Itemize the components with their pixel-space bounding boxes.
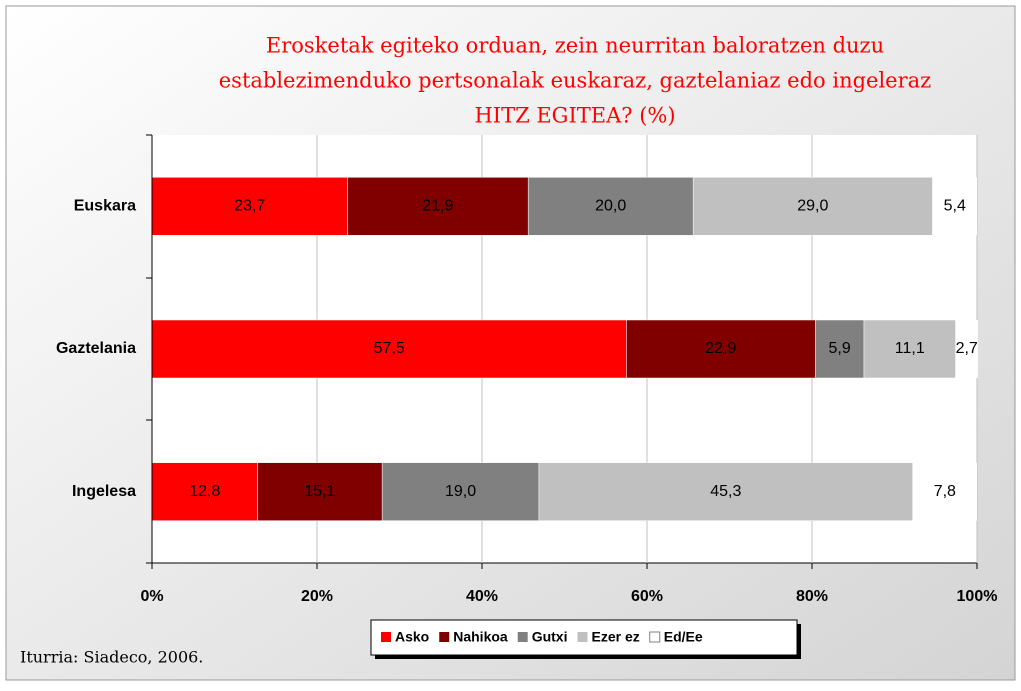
bar-segment — [347, 177, 529, 236]
x-tick-label: 100% — [957, 588, 998, 605]
x-tick-label: 60% — [631, 588, 663, 605]
bar-segment — [955, 320, 978, 378]
x-tick-label: 20% — [301, 588, 333, 605]
x-tick-label: 40% — [466, 588, 498, 605]
legend-label: Ed/Ee — [664, 629, 703, 645]
data-label: 15,1 — [304, 483, 335, 500]
bar-segment — [151, 177, 348, 236]
data-label: 20,0 — [595, 198, 626, 215]
bar-segment — [815, 319, 865, 379]
bar-segment — [538, 462, 913, 521]
y-tick-label: Gaztelania — [56, 340, 136, 357]
chart-title: Erosketak egiteko orduan, zein neurritan… — [266, 34, 884, 58]
y-tick-label: Ingelesa — [72, 483, 136, 500]
legend-swatch — [439, 632, 450, 642]
bar-segment — [381, 462, 540, 521]
bar-segment — [151, 319, 627, 379]
data-label: 5,4 — [944, 198, 966, 215]
legend-swatch — [517, 632, 528, 642]
bar-segment — [932, 177, 977, 236]
data-label: 2,7 — [956, 340, 978, 357]
data-label: 12,8 — [189, 483, 220, 500]
data-label: 5,9 — [829, 340, 851, 357]
legend-swatch — [577, 632, 588, 642]
data-label: 22,9 — [705, 340, 736, 357]
y-tick-label: Euskara — [74, 198, 136, 215]
bar-segment — [151, 462, 258, 521]
legend-swatch — [381, 632, 391, 642]
legend-label: Gutxi — [532, 629, 568, 645]
data-label: 45,3 — [710, 483, 741, 500]
legend-label: Asko — [395, 629, 429, 645]
source: Iturria: Siadeco, 2006. — [20, 648, 203, 667]
bar-segment — [257, 462, 383, 521]
data-label: 19,0 — [445, 483, 476, 500]
chart-title: HITZ EGITEA? (%) — [474, 104, 675, 128]
data-label: 29,0 — [797, 198, 828, 215]
legend-label: Ezer ez — [591, 629, 639, 645]
chart-title: establezimenduko pertsonalak euskaraz, g… — [219, 69, 932, 93]
x-tick-label: 0% — [140, 588, 163, 605]
bar-segment — [692, 177, 933, 236]
bar-segment — [912, 462, 977, 521]
data-label: 7,8 — [934, 483, 956, 500]
data-label: 11,1 — [895, 340, 925, 357]
data-label: 23,7 — [234, 198, 265, 215]
bar-segment — [863, 319, 956, 379]
x-tick-label: 80% — [796, 588, 828, 605]
legend-label: Nahikoa — [453, 629, 508, 645]
bar-segment — [626, 319, 816, 379]
bar-segment — [527, 177, 694, 236]
data-label: 57,5 — [374, 340, 405, 357]
legend-swatch — [649, 631, 661, 643]
data-label: 21,9 — [422, 198, 453, 215]
